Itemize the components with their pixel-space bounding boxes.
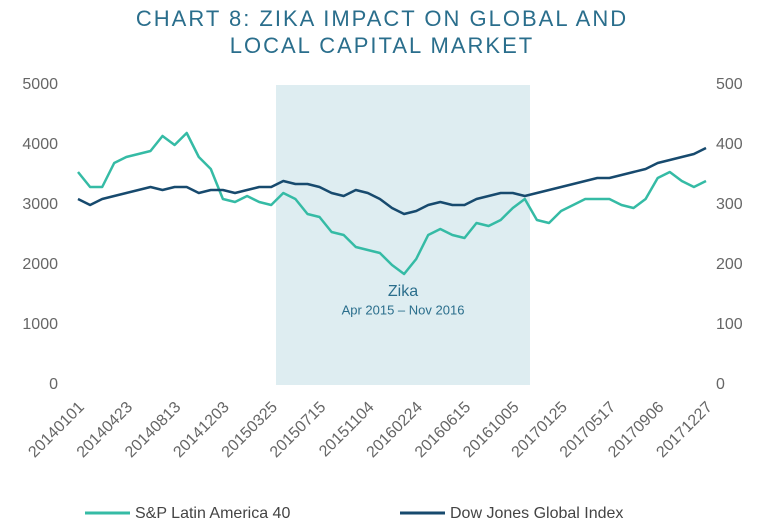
series-line [77, 146, 707, 216]
y2-tick-label: 200 [716, 256, 743, 273]
annotation-sublabel: Apr 2015 – Nov 2016 [342, 302, 465, 317]
y-tick-label: 3000 [22, 196, 58, 213]
zika-period [276, 85, 530, 385]
y2-tick-label: 300 [716, 196, 743, 213]
y2-tick-label: 0 [716, 376, 725, 393]
y2-tick-label: 100 [716, 316, 743, 333]
legend-label: S&P Latin America 40 [135, 505, 290, 522]
chart-title: LOCAL CAPITAL MARKET [230, 33, 534, 58]
legend-label: Dow Jones Global Index [450, 505, 623, 522]
y-tick-label: 1000 [22, 316, 58, 333]
chart-title: CHART 8: ZIKA IMPACT ON GLOBAL AND [136, 6, 628, 31]
y2-tick-label: 500 [716, 76, 743, 93]
annotation-label: Zika [388, 283, 418, 300]
series-line [77, 131, 707, 276]
y-tick-label: 2000 [22, 256, 58, 273]
y-tick-label: 0 [49, 376, 58, 393]
y-tick-label: 4000 [22, 136, 58, 153]
y-tick-label: 5000 [22, 76, 58, 93]
y2-tick-label: 400 [716, 136, 743, 153]
